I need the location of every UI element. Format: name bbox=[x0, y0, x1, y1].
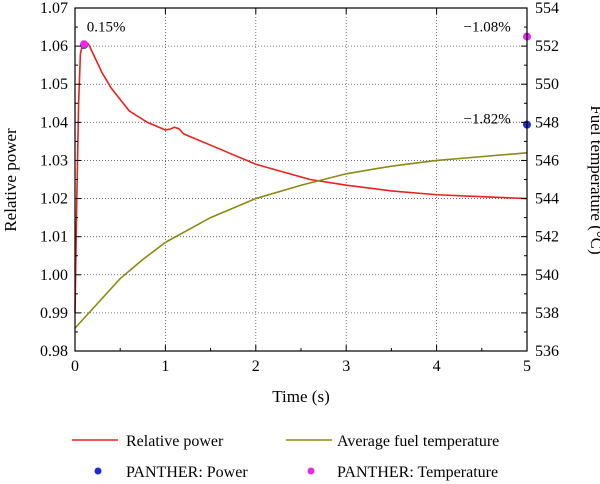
y2-axis-title: Fuel temperature (°C) bbox=[587, 105, 600, 254]
x-tick-label: 3 bbox=[342, 358, 350, 375]
y-tick-label: 0.98 bbox=[40, 343, 68, 360]
legend-marker-panther-temperature bbox=[307, 467, 315, 475]
grid-lines bbox=[75, 8, 527, 351]
annotation-label: −1.82% bbox=[464, 111, 511, 127]
y2-tick-label: 552 bbox=[535, 38, 559, 55]
plot-frame bbox=[74, 7, 528, 352]
legend-label-relative-power: Relative power bbox=[126, 433, 224, 450]
series-line-relative-power bbox=[74, 41, 528, 313]
tick-labels: 0 1 2 3 4 5 0.98 0.99 1.00 1.01 1.02 1.03 1.04 1.05 1.… bbox=[40, 0, 559, 375]
x-tick-label: 2 bbox=[252, 358, 260, 375]
y2-tick-label: 542 bbox=[535, 229, 559, 246]
y-tick-label: 1.06 bbox=[40, 38, 68, 55]
y-tick-label: 0.99 bbox=[40, 305, 68, 322]
annotation-label: 0.15% bbox=[87, 20, 126, 36]
y2-tick-label: 544 bbox=[535, 191, 559, 208]
y-axis-title: Relative power bbox=[1, 128, 20, 232]
axis-ticks bbox=[74, 7, 528, 352]
legend-marker-panther-power bbox=[94, 467, 102, 475]
series-line-average-fuel-temperature bbox=[74, 152, 528, 329]
y-tick-label: 1.07 bbox=[40, 0, 68, 17]
series-lines bbox=[74, 41, 528, 329]
annotations: 0.15% −1.08% −1.82% bbox=[87, 20, 511, 128]
legend: Relative power Average fuel temperature … bbox=[72, 433, 499, 481]
y-tick-label: 1.01 bbox=[40, 229, 68, 246]
legend-label-panther-power: PANTHER: Power bbox=[126, 464, 248, 481]
annotation-label: −1.08% bbox=[464, 20, 511, 36]
x-tick-label: 4 bbox=[433, 358, 441, 375]
y2-tick-label: 540 bbox=[535, 267, 559, 284]
y-tick-label: 1.00 bbox=[40, 267, 68, 284]
y-tick-label: 1.03 bbox=[40, 152, 68, 169]
y-tick-label: 1.02 bbox=[40, 191, 68, 208]
x-tick-label: 0 bbox=[71, 358, 79, 375]
legend-label-panther-temperature: PANTHER: Temperature bbox=[337, 464, 498, 481]
y2-tick-label: 548 bbox=[535, 114, 559, 131]
y2-tick-label: 538 bbox=[535, 305, 559, 322]
y2-tick-label: 550 bbox=[535, 76, 559, 93]
reference-point-panther-temperature bbox=[80, 40, 89, 49]
y2-tick-label: 554 bbox=[535, 0, 559, 17]
y-tick-label: 1.05 bbox=[40, 76, 68, 93]
legend-label-average-fuel-temperature: Average fuel temperature bbox=[337, 433, 499, 450]
x-tick-label: 1 bbox=[161, 358, 169, 375]
y-tick-label: 1.04 bbox=[40, 114, 68, 131]
x-axis-title: Time (s) bbox=[272, 387, 329, 406]
y2-tick-label: 536 bbox=[535, 343, 559, 360]
x-tick-label: 5 bbox=[523, 358, 531, 375]
y2-tick-label: 546 bbox=[535, 152, 559, 169]
